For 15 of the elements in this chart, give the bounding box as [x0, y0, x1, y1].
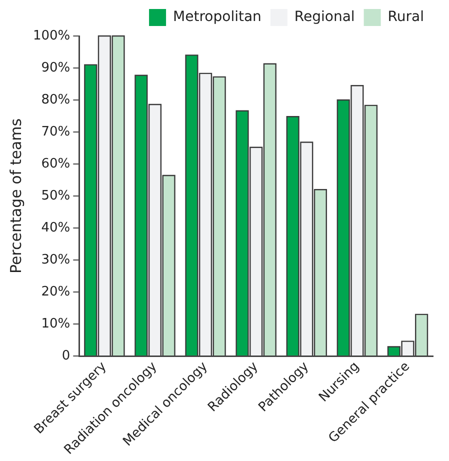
y-tick-label: 100% [32, 28, 70, 44]
y-tick-label: 0 [62, 348, 70, 364]
y-tick-label: 20% [41, 284, 70, 300]
y-tick-label: 30% [41, 252, 70, 268]
y-tick-label: 90% [41, 60, 70, 76]
legend-label: Metropolitan [173, 9, 262, 26]
y-tick-label: 70% [41, 124, 70, 140]
legend-label: Regional [294, 9, 355, 26]
y-tick-label: 60% [41, 156, 70, 172]
y-tick-label: 80% [41, 92, 70, 108]
y-axis-title: Percentage of teams [6, 118, 25, 274]
y-tick-label: 50% [41, 188, 70, 204]
y-tick-label: 40% [41, 220, 70, 236]
y-tick-label: 10% [41, 316, 70, 332]
legend-label: Rural [388, 9, 424, 26]
